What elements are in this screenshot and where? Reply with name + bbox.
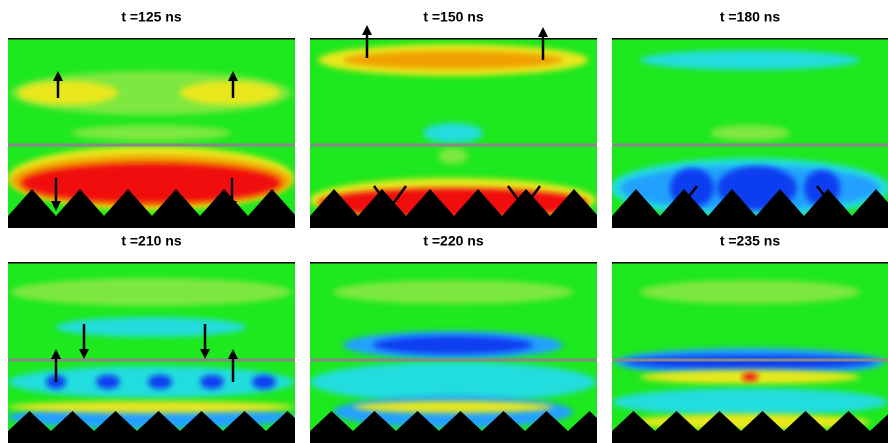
contour-blob <box>612 388 888 416</box>
panel-title: t =210 ns <box>121 233 182 249</box>
grating <box>8 411 295 443</box>
contour-blob <box>640 50 860 70</box>
contour-blob <box>8 401 294 413</box>
panel <box>612 38 888 228</box>
field <box>310 38 597 228</box>
panel-title: t =125 ns <box>121 9 182 25</box>
panel-title: t =150 ns <box>423 9 484 25</box>
field <box>8 262 295 443</box>
contour-blob <box>71 125 231 141</box>
grating <box>310 411 597 443</box>
contour-blob <box>710 125 790 141</box>
panel <box>8 38 295 228</box>
contour-blob <box>625 355 875 369</box>
contour-blob <box>353 401 553 413</box>
contour-blob <box>21 163 281 203</box>
contour-blob <box>423 123 483 143</box>
field <box>612 38 888 228</box>
field <box>8 38 295 228</box>
panel <box>8 262 295 443</box>
grating <box>612 411 888 443</box>
contour-blob <box>200 375 224 389</box>
contour-blob <box>438 148 468 164</box>
arrow <box>387 185 408 213</box>
contour-blob <box>252 375 276 389</box>
contour-blob <box>742 373 758 381</box>
field <box>310 262 597 443</box>
grating <box>8 189 295 228</box>
panel <box>310 262 597 443</box>
arrow <box>676 185 698 212</box>
contour-blob <box>343 51 563 69</box>
arrow <box>816 185 838 212</box>
contour-blob <box>640 280 860 304</box>
arrow <box>521 185 542 213</box>
grating <box>612 189 888 228</box>
contour-blob <box>373 336 533 354</box>
contour-blob <box>56 317 246 337</box>
contour-blob <box>333 280 573 304</box>
panel-title: t =220 ns <box>423 233 484 249</box>
contour-blob <box>148 375 172 389</box>
panel-title: t =180 ns <box>720 9 781 25</box>
contour-blob <box>18 81 118 105</box>
field <box>612 262 888 443</box>
panel-title: t =235 ns <box>720 233 781 249</box>
contour-blob <box>310 362 596 402</box>
contour-blob <box>96 375 120 389</box>
panel <box>310 25 597 228</box>
contour-blob <box>11 278 291 306</box>
panel <box>612 262 888 443</box>
contour-blob <box>180 81 280 105</box>
